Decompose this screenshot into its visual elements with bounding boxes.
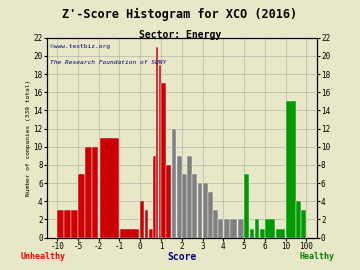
Bar — [276, 228, 285, 238]
Bar — [158, 65, 161, 238]
Text: Healthy: Healthy — [299, 252, 334, 261]
Y-axis label: Number of companies (339 total): Number of companies (339 total) — [26, 80, 31, 196]
Text: Unhealthy: Unhealthy — [21, 252, 66, 261]
Bar — [238, 220, 244, 238]
Bar — [208, 192, 213, 238]
Bar — [219, 220, 223, 238]
Bar — [85, 147, 91, 238]
Bar — [161, 83, 166, 238]
Bar — [71, 210, 78, 238]
Bar — [224, 220, 230, 238]
Bar — [286, 101, 296, 238]
Bar — [255, 220, 260, 238]
Bar — [213, 210, 218, 238]
Text: -5.3486: -5.3486 — [0, 269, 1, 270]
Bar — [172, 129, 176, 238]
Text: Sector: Energy: Sector: Energy — [139, 30, 221, 40]
Bar — [244, 174, 249, 238]
Text: ©www.textbiz.org: ©www.textbiz.org — [50, 44, 109, 49]
Bar — [177, 156, 181, 238]
Bar — [182, 174, 187, 238]
Bar — [140, 201, 144, 238]
Bar — [153, 156, 156, 238]
Bar — [100, 138, 119, 238]
Bar — [64, 210, 71, 238]
Bar — [58, 210, 64, 238]
Bar — [145, 210, 148, 238]
Bar — [296, 201, 301, 238]
Bar — [192, 174, 197, 238]
Bar — [166, 165, 171, 238]
Text: Z'-Score Histogram for XCO (2016): Z'-Score Histogram for XCO (2016) — [62, 8, 298, 21]
Bar — [230, 220, 237, 238]
Bar — [260, 228, 265, 238]
Bar — [187, 156, 192, 238]
Bar — [92, 147, 98, 238]
Bar — [265, 220, 275, 238]
Bar — [120, 228, 139, 238]
Bar — [78, 174, 85, 238]
Bar — [156, 47, 158, 238]
Bar — [198, 183, 202, 238]
Text: The Research Foundation of SUNY: The Research Foundation of SUNY — [50, 60, 166, 65]
Bar — [203, 183, 208, 238]
Bar — [249, 228, 254, 238]
Bar — [301, 210, 306, 238]
X-axis label: Score: Score — [167, 252, 197, 262]
Bar — [149, 228, 153, 238]
